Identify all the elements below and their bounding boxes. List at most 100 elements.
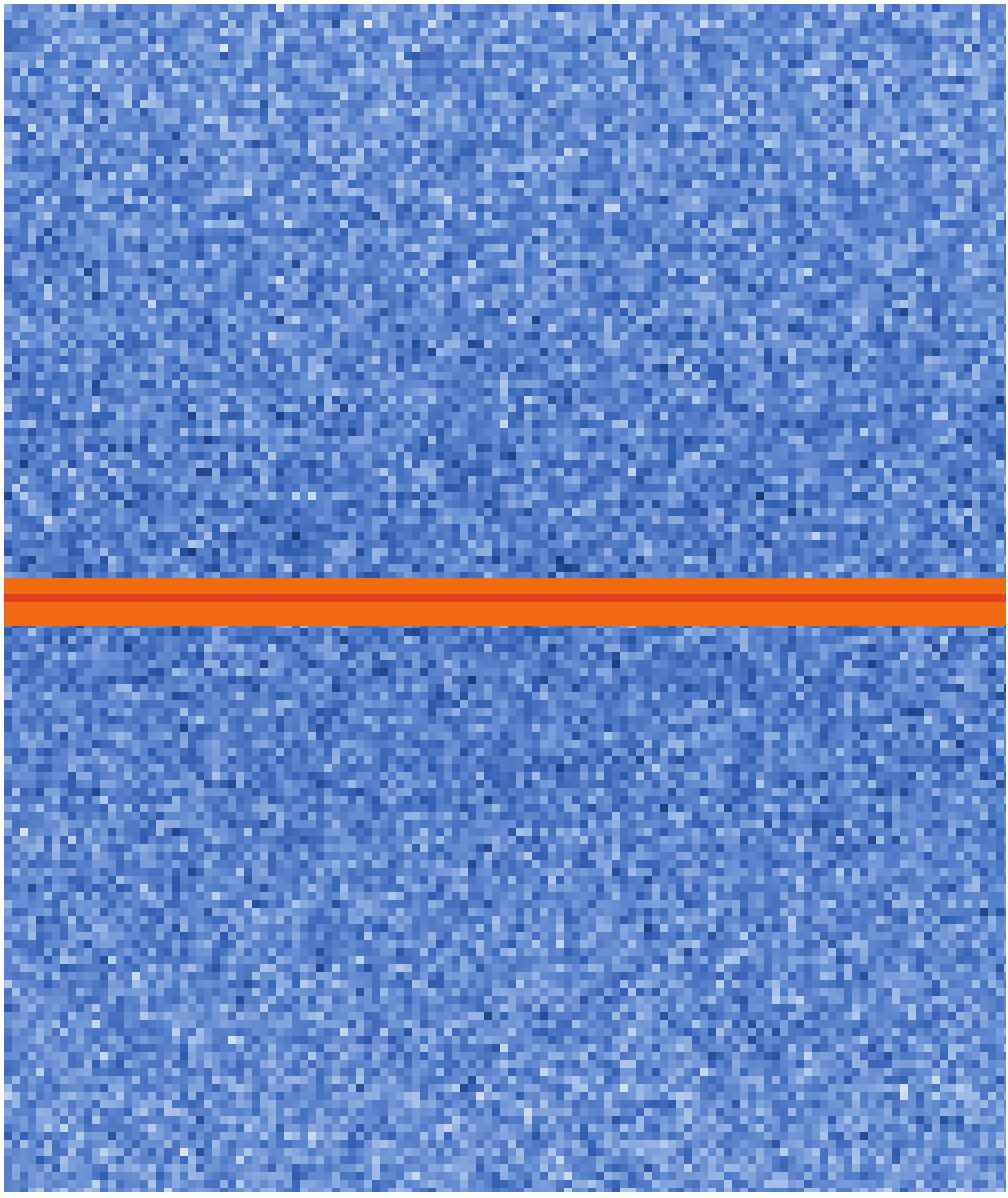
noise-cell	[268, 252, 276, 260]
noise-cell	[500, 12, 508, 20]
noise-cell	[996, 300, 1004, 308]
noise-cell	[812, 228, 820, 236]
noise-cell	[884, 156, 892, 164]
noise-cell	[548, 140, 556, 148]
noise-cell	[756, 20, 764, 28]
noise-cell	[204, 212, 212, 220]
noise-cell	[468, 316, 476, 324]
noise-cell	[100, 84, 108, 92]
noise-cell	[180, 148, 188, 156]
noise-cell	[788, 212, 796, 220]
noise-cell	[388, 164, 396, 172]
noise-cell	[732, 140, 740, 148]
noise-cell	[196, 148, 204, 156]
noise-cell	[996, 140, 1004, 148]
noise-cell	[76, 20, 84, 28]
noise-cell	[916, 164, 924, 172]
noise-cell	[196, 204, 204, 212]
noise-cell	[636, 180, 644, 188]
noise-cell	[580, 116, 588, 124]
noise-cell	[916, 212, 924, 220]
noise-cell	[36, 76, 44, 84]
noise-cell	[772, 212, 780, 220]
noise-cell	[188, 12, 196, 20]
noise-cell	[628, 132, 636, 140]
noise-cell	[140, 172, 148, 180]
noise-cell	[300, 68, 308, 76]
noise-cell	[420, 316, 428, 324]
noise-cell	[436, 100, 444, 108]
noise-cell	[452, 204, 460, 212]
noise-cell	[228, 252, 236, 260]
noise-cell	[844, 108, 852, 116]
noise-cell	[788, 124, 796, 132]
noise-cell	[4, 220, 12, 228]
noise-cell	[300, 44, 308, 52]
noise-cell	[468, 4, 476, 12]
noise-cell	[436, 212, 444, 220]
noise-cell	[932, 12, 940, 20]
noise-cell	[604, 92, 612, 100]
noise-cell	[68, 28, 76, 36]
noise-cell	[860, 180, 868, 188]
noise-cell	[660, 268, 668, 276]
noise-cell	[940, 108, 948, 116]
noise-cell	[772, 92, 780, 100]
noise-cell	[68, 212, 76, 220]
noise-cell	[44, 116, 52, 124]
noise-cell	[340, 236, 348, 244]
noise-cell	[220, 124, 228, 132]
noise-cell	[228, 220, 236, 228]
noise-cell	[188, 252, 196, 260]
noise-cell	[84, 20, 92, 28]
noise-cell	[260, 220, 268, 228]
noise-cell	[628, 316, 636, 324]
noise-cell	[748, 172, 756, 180]
noise-cell	[540, 276, 548, 284]
noise-cell	[948, 92, 956, 100]
noise-cell	[476, 92, 484, 100]
noise-cell	[164, 268, 172, 276]
noise-cell	[452, 124, 460, 132]
noise-cell	[564, 316, 572, 324]
noise-cell	[716, 36, 724, 44]
noise-cell	[276, 204, 284, 212]
noise-cell	[732, 308, 740, 316]
noise-cell	[428, 84, 436, 92]
noise-cell	[100, 52, 108, 60]
noise-cell	[148, 308, 156, 316]
noise-cell	[236, 228, 244, 236]
noise-cell	[572, 132, 580, 140]
noise-cell	[628, 292, 636, 300]
noise-cell	[300, 292, 308, 300]
noise-cell	[36, 52, 44, 60]
noise-cell	[1004, 60, 1006, 68]
noise-cell	[244, 36, 252, 44]
noise-cell	[588, 244, 596, 252]
noise-cell	[644, 132, 652, 140]
noise-cell	[828, 180, 836, 188]
noise-cell	[228, 108, 236, 116]
noise-cell	[268, 108, 276, 116]
noise-cell	[516, 28, 524, 36]
noise-cell	[492, 100, 500, 108]
noise-cell	[532, 124, 540, 132]
noise-cell	[108, 68, 116, 76]
noise-cell	[788, 20, 796, 28]
noise-cell	[36, 180, 44, 188]
noise-cell	[988, 252, 996, 260]
noise-cell	[540, 124, 548, 132]
noise-cell	[172, 44, 180, 52]
noise-cell	[628, 52, 636, 60]
noise-cell	[260, 12, 268, 20]
noise-cell	[20, 52, 28, 60]
noise-cell	[732, 108, 740, 116]
noise-cell	[148, 28, 156, 36]
noise-cell	[28, 188, 36, 196]
noise-cell	[812, 300, 820, 308]
noise-cell	[284, 236, 292, 244]
noise-cell	[644, 36, 652, 44]
noise-cell	[308, 268, 316, 276]
noise-cell	[524, 284, 532, 292]
noise-cell	[716, 92, 724, 100]
